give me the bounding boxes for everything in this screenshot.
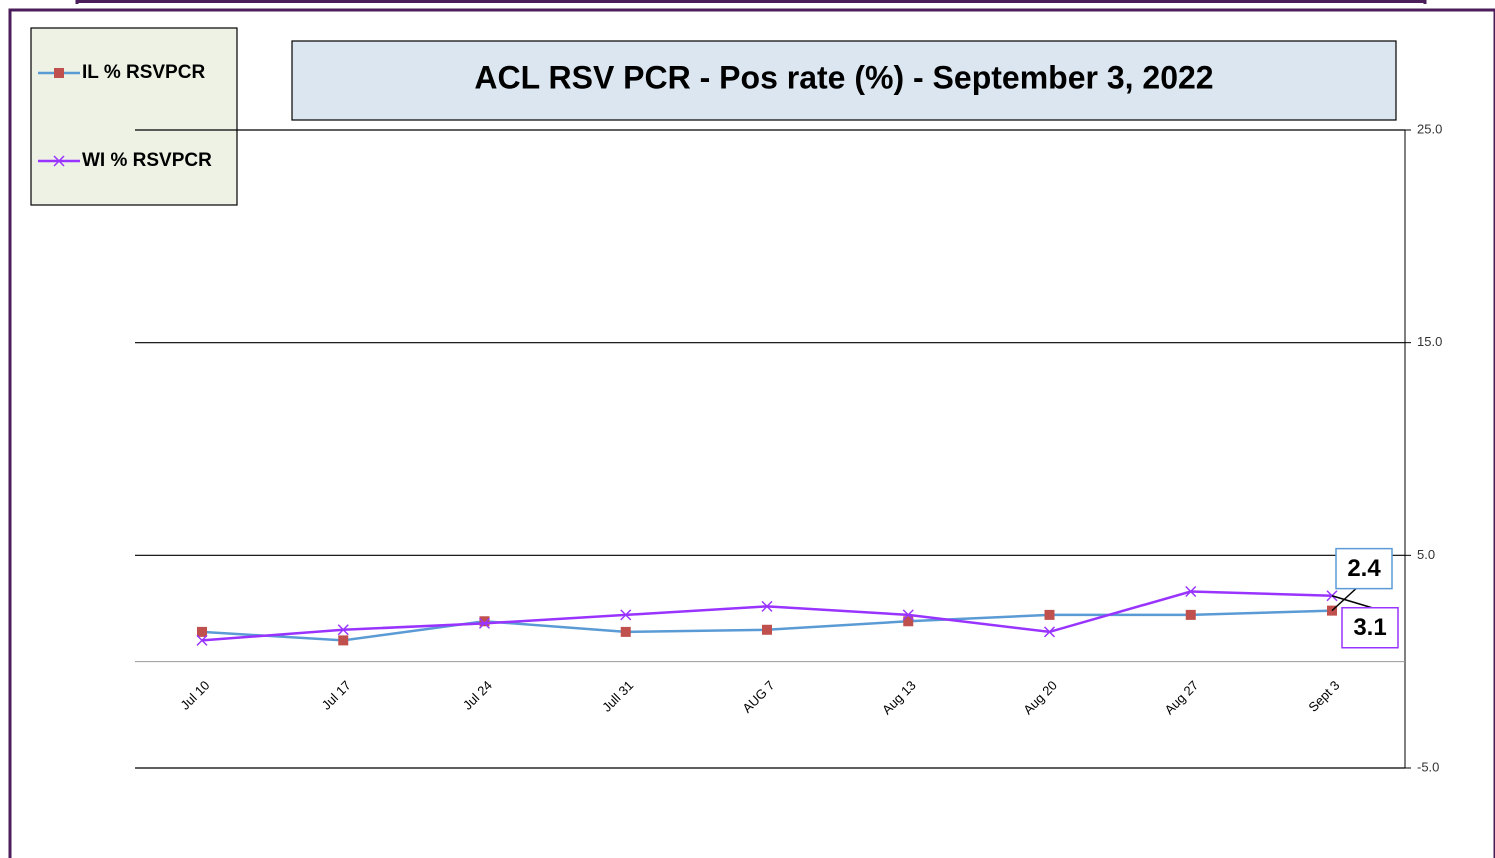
legend — [30, 27, 238, 206]
marker — [1185, 585, 1197, 598]
marker — [902, 609, 914, 621]
marker — [1044, 609, 1055, 620]
marker — [478, 617, 491, 629]
data-label: 2.4 — [1347, 555, 1381, 582]
marker — [620, 626, 631, 637]
y-tick-label: 15.0 — [1417, 334, 1442, 349]
marker — [620, 609, 632, 621]
marker — [762, 624, 772, 635]
y-tick-label: 25.0 — [1417, 121, 1442, 136]
data-label: 3.1 — [1353, 614, 1386, 641]
label-box — [1335, 547, 1393, 590]
y-tick-label: -5.0 — [1417, 759, 1439, 774]
marker — [337, 624, 349, 636]
y-tick-label: 5.0 — [1417, 547, 1435, 562]
legend-label: IL % RSVPCR — [82, 62, 205, 83]
chart-title: ACL RSV PCR - Pos rate (%) - September 3… — [474, 59, 1213, 95]
label-box — [1341, 606, 1399, 649]
marker — [903, 616, 914, 627]
legend-marker — [53, 155, 65, 167]
marker — [761, 600, 773, 612]
marker — [196, 634, 208, 646]
marker — [1043, 626, 1056, 638]
legend-marker — [54, 68, 64, 78]
marker — [1185, 609, 1196, 620]
marker — [338, 635, 349, 646]
title-box — [291, 40, 1397, 121]
marker — [479, 616, 490, 627]
legend-label: WI % RSVPCR — [82, 150, 212, 171]
marker — [197, 626, 207, 637]
label-leader — [1331, 595, 1373, 609]
frame — [8, 8, 1495, 858]
